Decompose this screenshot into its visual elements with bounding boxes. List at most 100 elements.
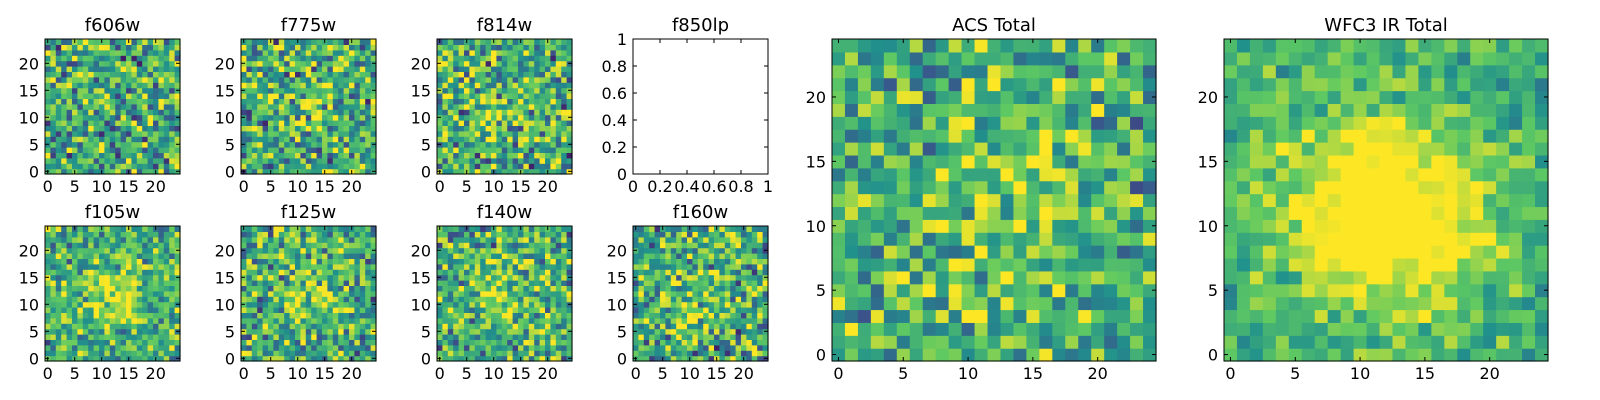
heatmap-cell <box>523 82 530 89</box>
heatmap-cell <box>131 39 138 45</box>
heatmap-cell <box>550 60 557 67</box>
heatmap-cell <box>136 141 143 148</box>
heatmap-cell <box>458 39 465 45</box>
heatmap-cell <box>93 242 100 249</box>
heatmap-cell <box>316 263 323 270</box>
heatmap-cell <box>142 136 149 143</box>
heatmap-cell <box>284 274 291 281</box>
heatmap-cell <box>338 49 345 56</box>
heatmap-cell <box>464 55 470 62</box>
heatmap-cell <box>115 242 122 249</box>
heatmap-cell <box>88 301 95 308</box>
heatmap-cell <box>485 120 492 126</box>
heatmap-cell <box>491 147 497 153</box>
heatmap-cell <box>311 226 318 232</box>
heatmap-cell <box>338 98 345 105</box>
heatmap-cell <box>539 285 546 292</box>
heatmap-cell <box>316 55 323 62</box>
heatmap-cell <box>251 307 258 313</box>
heatmap-cell <box>359 344 366 351</box>
heatmap-cell <box>61 49 68 56</box>
heatmap-cell <box>316 258 323 265</box>
heatmap-cell <box>241 263 247 270</box>
heatmap-cell <box>338 339 345 346</box>
heatmap-cell <box>697 296 704 303</box>
heatmap-cell <box>55 231 62 238</box>
heatmap-cell <box>289 296 296 303</box>
heatmap-cell <box>561 147 568 153</box>
heatmap-cell <box>507 285 514 292</box>
heatmap-cell <box>142 274 149 281</box>
heatmap-cell <box>61 82 68 89</box>
heatmap-cell <box>246 157 253 164</box>
heatmap-cell <box>512 280 519 286</box>
heatmap-cell <box>447 263 454 270</box>
heatmap-cell <box>453 280 460 286</box>
heatmap-cell <box>681 312 688 319</box>
heatmap-cell <box>354 301 361 308</box>
heatmap-cell <box>474 120 481 126</box>
heatmap-cell <box>311 290 318 297</box>
heatmap-cell <box>338 231 345 238</box>
heatmap-cell <box>1143 232 1157 246</box>
heatmap-cell <box>169 125 176 132</box>
heatmap-cell <box>458 103 465 110</box>
heatmap-cell <box>278 87 285 94</box>
heatmap-cell <box>501 285 508 292</box>
heatmap-cell <box>550 280 557 286</box>
heatmap-cell <box>751 274 758 281</box>
heatmap-cell <box>735 296 742 303</box>
heatmap-cell <box>496 82 503 89</box>
heatmap-cell <box>77 339 84 346</box>
heatmap-cell <box>359 168 366 175</box>
heatmap-cell <box>241 71 247 78</box>
heatmap-cell <box>174 163 181 170</box>
heatmap-cell <box>246 263 253 270</box>
heatmap-cell <box>88 317 95 324</box>
heatmap-cell <box>109 55 116 62</box>
heatmap-cell <box>708 312 715 319</box>
heatmap-cell <box>262 82 269 89</box>
heatmap-cell <box>359 312 366 319</box>
heatmap-cell <box>88 307 95 313</box>
heatmap-cell <box>1130 296 1144 311</box>
heatmap-cell <box>512 258 519 265</box>
heatmap-cell <box>66 247 73 254</box>
heatmap-cell <box>50 120 57 126</box>
heatmap-cell <box>719 307 726 313</box>
heatmap-cell <box>566 76 573 83</box>
heatmap-cell <box>507 39 514 45</box>
heatmap-cell <box>757 253 764 259</box>
heatmap-cell <box>109 60 116 67</box>
heatmap-cell <box>550 231 557 238</box>
heatmap-cell <box>523 163 530 170</box>
heatmap-cell <box>300 296 307 303</box>
heatmap-cell <box>480 163 487 170</box>
heatmap-cell <box>474 323 481 330</box>
heatmap-cell <box>458 247 465 254</box>
heatmap-cell <box>349 236 355 243</box>
heatmap-cell <box>163 247 170 254</box>
heatmap-cell <box>332 274 339 281</box>
heatmap-cell <box>55 339 62 346</box>
heatmap-cell <box>289 130 296 137</box>
heatmap-image <box>45 39 181 175</box>
heatmap-cell <box>692 280 699 286</box>
heatmap-cell <box>131 163 138 170</box>
heatmap-cell <box>338 344 345 351</box>
heatmap-cell <box>1143 335 1157 349</box>
heatmap-cell <box>359 76 366 83</box>
heatmap-cell <box>311 49 318 56</box>
heatmap-cell <box>730 328 737 335</box>
heatmap-cell <box>262 339 269 346</box>
heatmap-cell <box>507 312 514 319</box>
heatmap-cell <box>762 312 769 319</box>
heatmap-cell <box>262 312 269 319</box>
heatmap-cell <box>241 66 247 72</box>
heatmap-cell <box>136 247 143 254</box>
heatmap-cell <box>251 285 258 292</box>
heatmap-cell <box>241 307 247 313</box>
heatmap-cell <box>72 307 78 313</box>
heatmap-cell <box>126 285 132 292</box>
heatmap-cell <box>163 339 170 346</box>
